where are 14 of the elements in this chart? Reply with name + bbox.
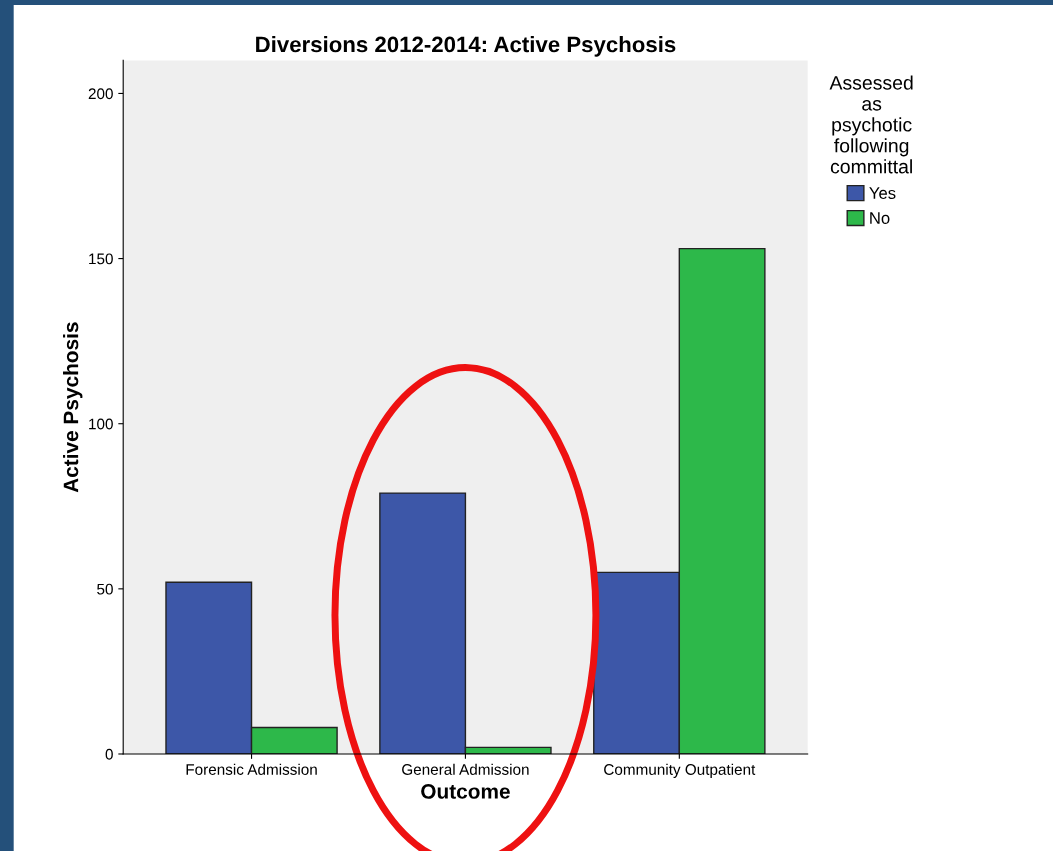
x-axis-title: Outcome	[421, 784, 510, 799]
y-tick-label: 150	[89, 253, 113, 265]
x-tick-label: Forensic Admission	[186, 763, 317, 775]
y-axis-title: Active Psychosis	[63, 322, 83, 493]
y-tick-label: 50	[97, 583, 113, 595]
x-tick-label: General Admission	[402, 763, 529, 775]
chart-title: Diversions 2012-2014: Active Psychosis	[256, 35, 676, 57]
legend-label: No	[870, 212, 890, 224]
legend-title: Assessed as psychotic following committal	[829, 75, 913, 174]
y-tick-label: 200	[88, 88, 113, 100]
legend-label: Yes	[869, 187, 896, 199]
y-tick-label: 100	[89, 418, 113, 430]
y-tick-label: 0	[105, 748, 113, 760]
x-tick-label: Community Outpatient	[604, 763, 756, 778]
